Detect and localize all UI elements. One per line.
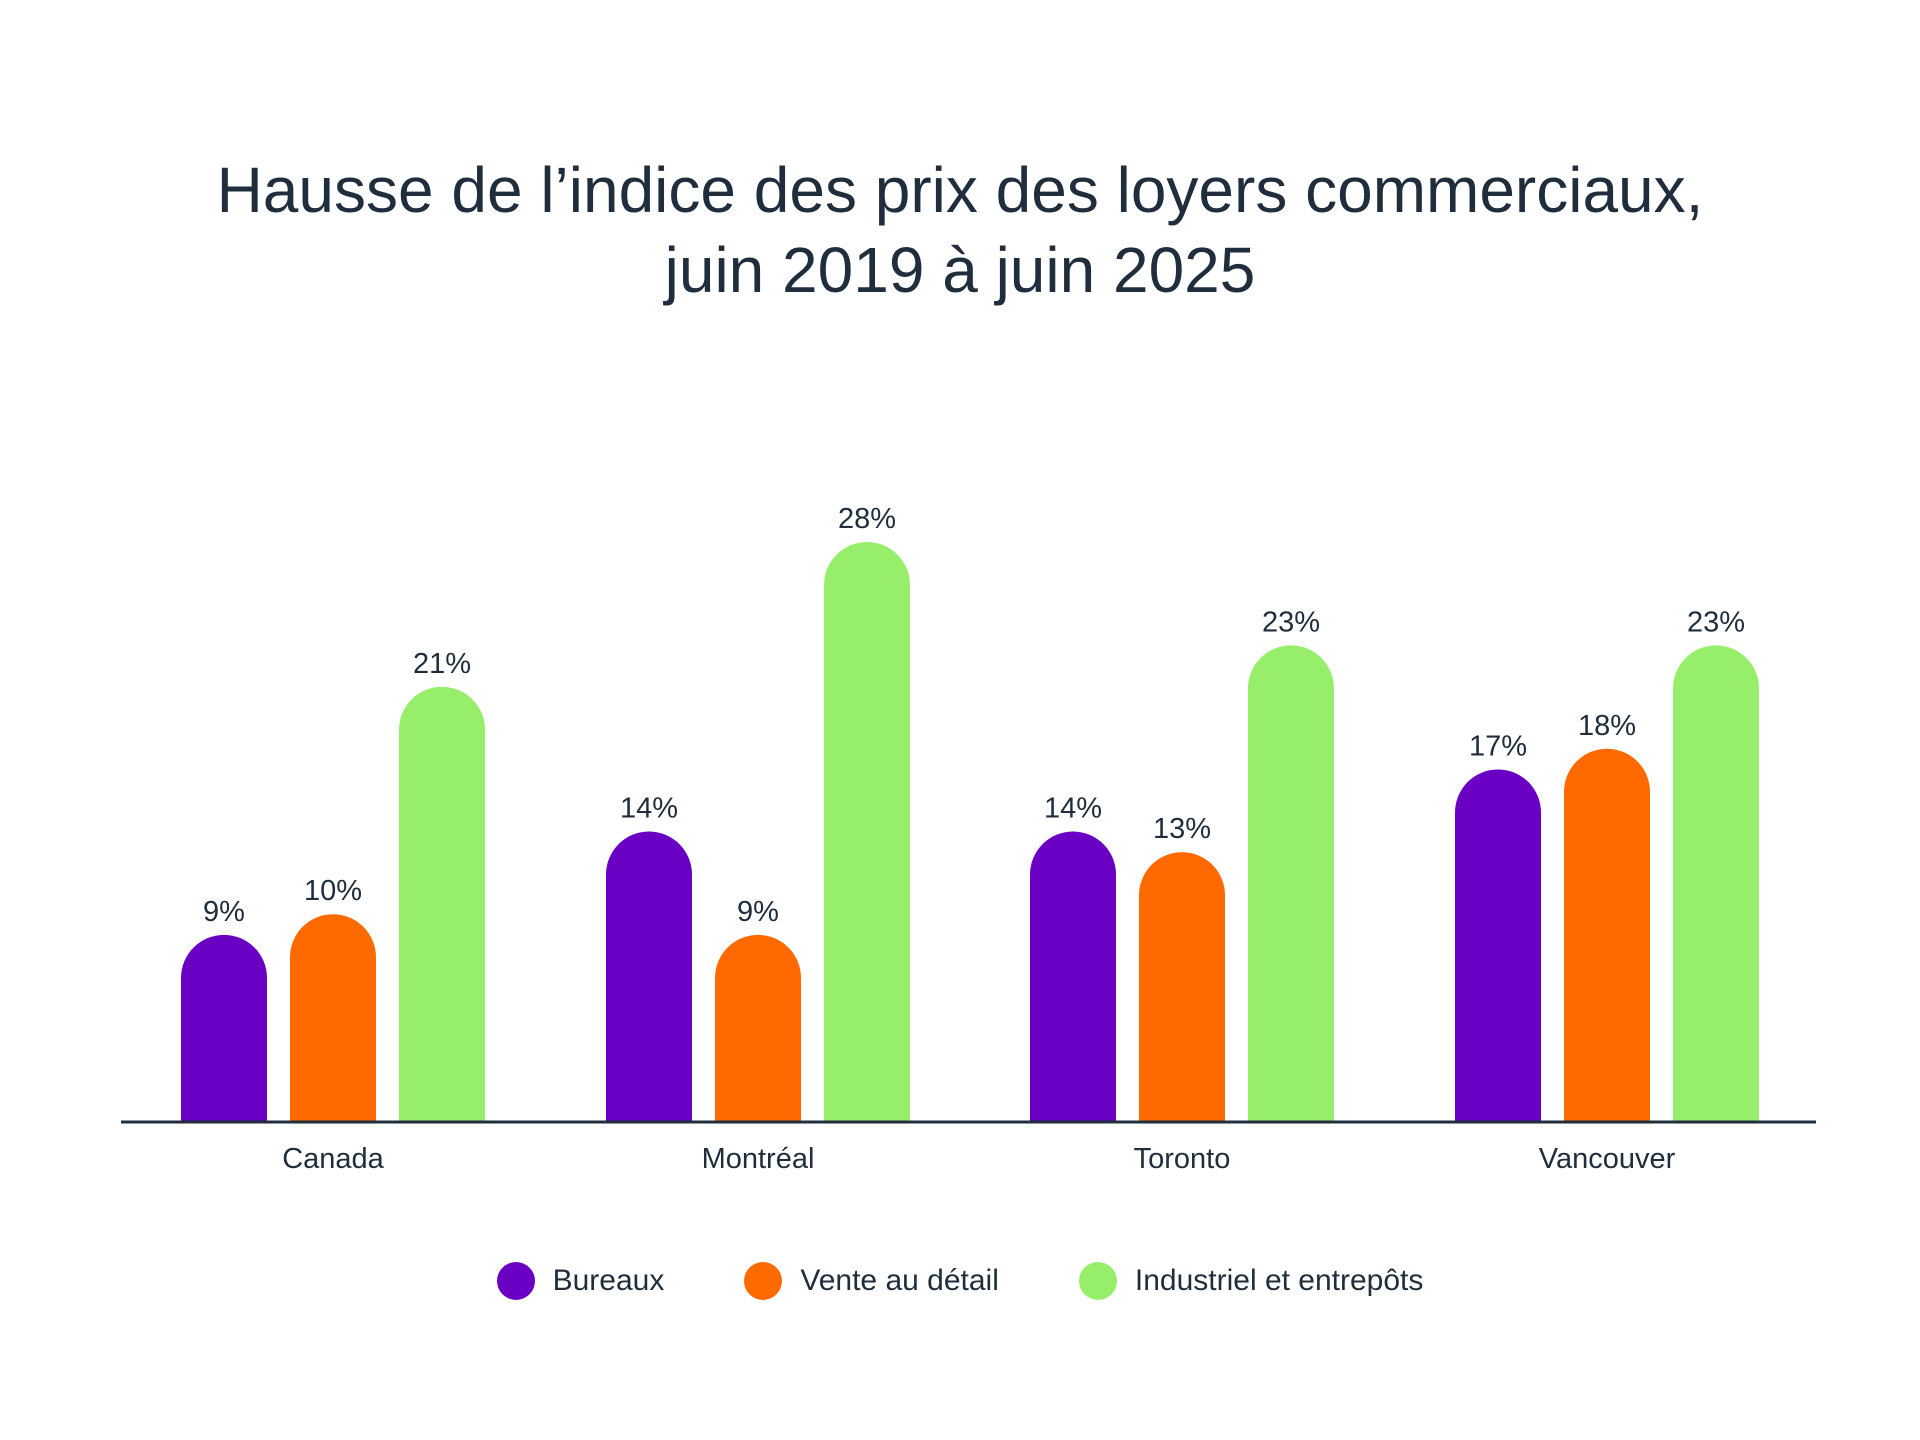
legend-label-industriel: Industriel et entrepôts	[1134, 1264, 1424, 1297]
legend-item-vente-au-detail: Vente au détail	[744, 1262, 999, 1300]
bar-value-label-montreal-industriel-et-entrepots: 28%	[838, 503, 896, 535]
bar-montreal-vente-au-detail	[715, 934, 801, 1121]
bar-toronto-industriel-et-entrepots	[1248, 645, 1334, 1121]
legend-swatch-bureaux	[496, 1262, 535, 1300]
legend-swatch-industriel	[1078, 1262, 1117, 1300]
bar-value-label-vancouver-bureaux: 17%	[1469, 730, 1527, 762]
bar-canada-industriel-et-entrepots	[399, 686, 485, 1121]
bar-toronto-bureaux	[1030, 831, 1116, 1121]
bar-value-label-canada-bureaux: 9%	[203, 896, 245, 928]
bar-value-label-vancouver-industriel-et-entrepots: 23%	[1687, 606, 1745, 638]
bar-vancouver-vente-au-detail	[1564, 748, 1650, 1121]
category-label-canada: Canada	[282, 1143, 384, 1175]
bar-montreal-industriel-et-entrepots	[824, 542, 910, 1121]
legend-label-vente-au-detail: Vente au détail	[800, 1264, 999, 1297]
bar-canada-vente-au-detail	[290, 914, 376, 1121]
category-label-montreal: Montréal	[702, 1143, 815, 1175]
legend: Bureaux Vente au détail Industriel et en…	[0, 1262, 1920, 1300]
bar-value-label-montreal-bureaux: 14%	[620, 793, 678, 825]
bar-value-label-canada-vente-au-detail: 10%	[304, 875, 362, 907]
bar-value-label-toronto-vente-au-detail: 13%	[1153, 813, 1211, 845]
chart-title-line-1: Hausse de l’indice des prix des loyers c…	[216, 154, 1704, 226]
bar-vancouver-industriel-et-entrepots	[1673, 645, 1759, 1121]
legend-item-industriel: Industriel et entrepôts	[1078, 1262, 1424, 1300]
bar-value-label-toronto-bureaux: 14%	[1044, 793, 1102, 825]
bar-value-label-vancouver-vente-au-detail: 18%	[1578, 710, 1636, 742]
category-label-toronto: Toronto	[1134, 1143, 1231, 1175]
legend-label-bureaux: Bureaux	[552, 1264, 665, 1297]
chart-title: Hausse de l’indice des prix des loyers c…	[0, 150, 1920, 310]
bar-value-label-toronto-industriel-et-entrepots: 23%	[1262, 606, 1320, 638]
bar-canada-bureaux	[181, 934, 267, 1121]
bar-toronto-vente-au-detail	[1139, 852, 1225, 1121]
bar-value-label-canada-industriel-et-entrepots: 21%	[413, 648, 471, 680]
legend-item-bureaux: Bureaux	[496, 1262, 665, 1300]
bar-montreal-bureaux	[606, 831, 692, 1121]
legend-swatch-vente-au-detail	[744, 1262, 783, 1300]
bar-vancouver-bureaux	[1455, 769, 1541, 1121]
chart-title-line-2: juin 2019 à juin 2025	[664, 234, 1256, 306]
category-label-vancouver: Vancouver	[1539, 1143, 1676, 1175]
bar-value-label-montreal-vente-au-detail: 9%	[737, 896, 779, 928]
